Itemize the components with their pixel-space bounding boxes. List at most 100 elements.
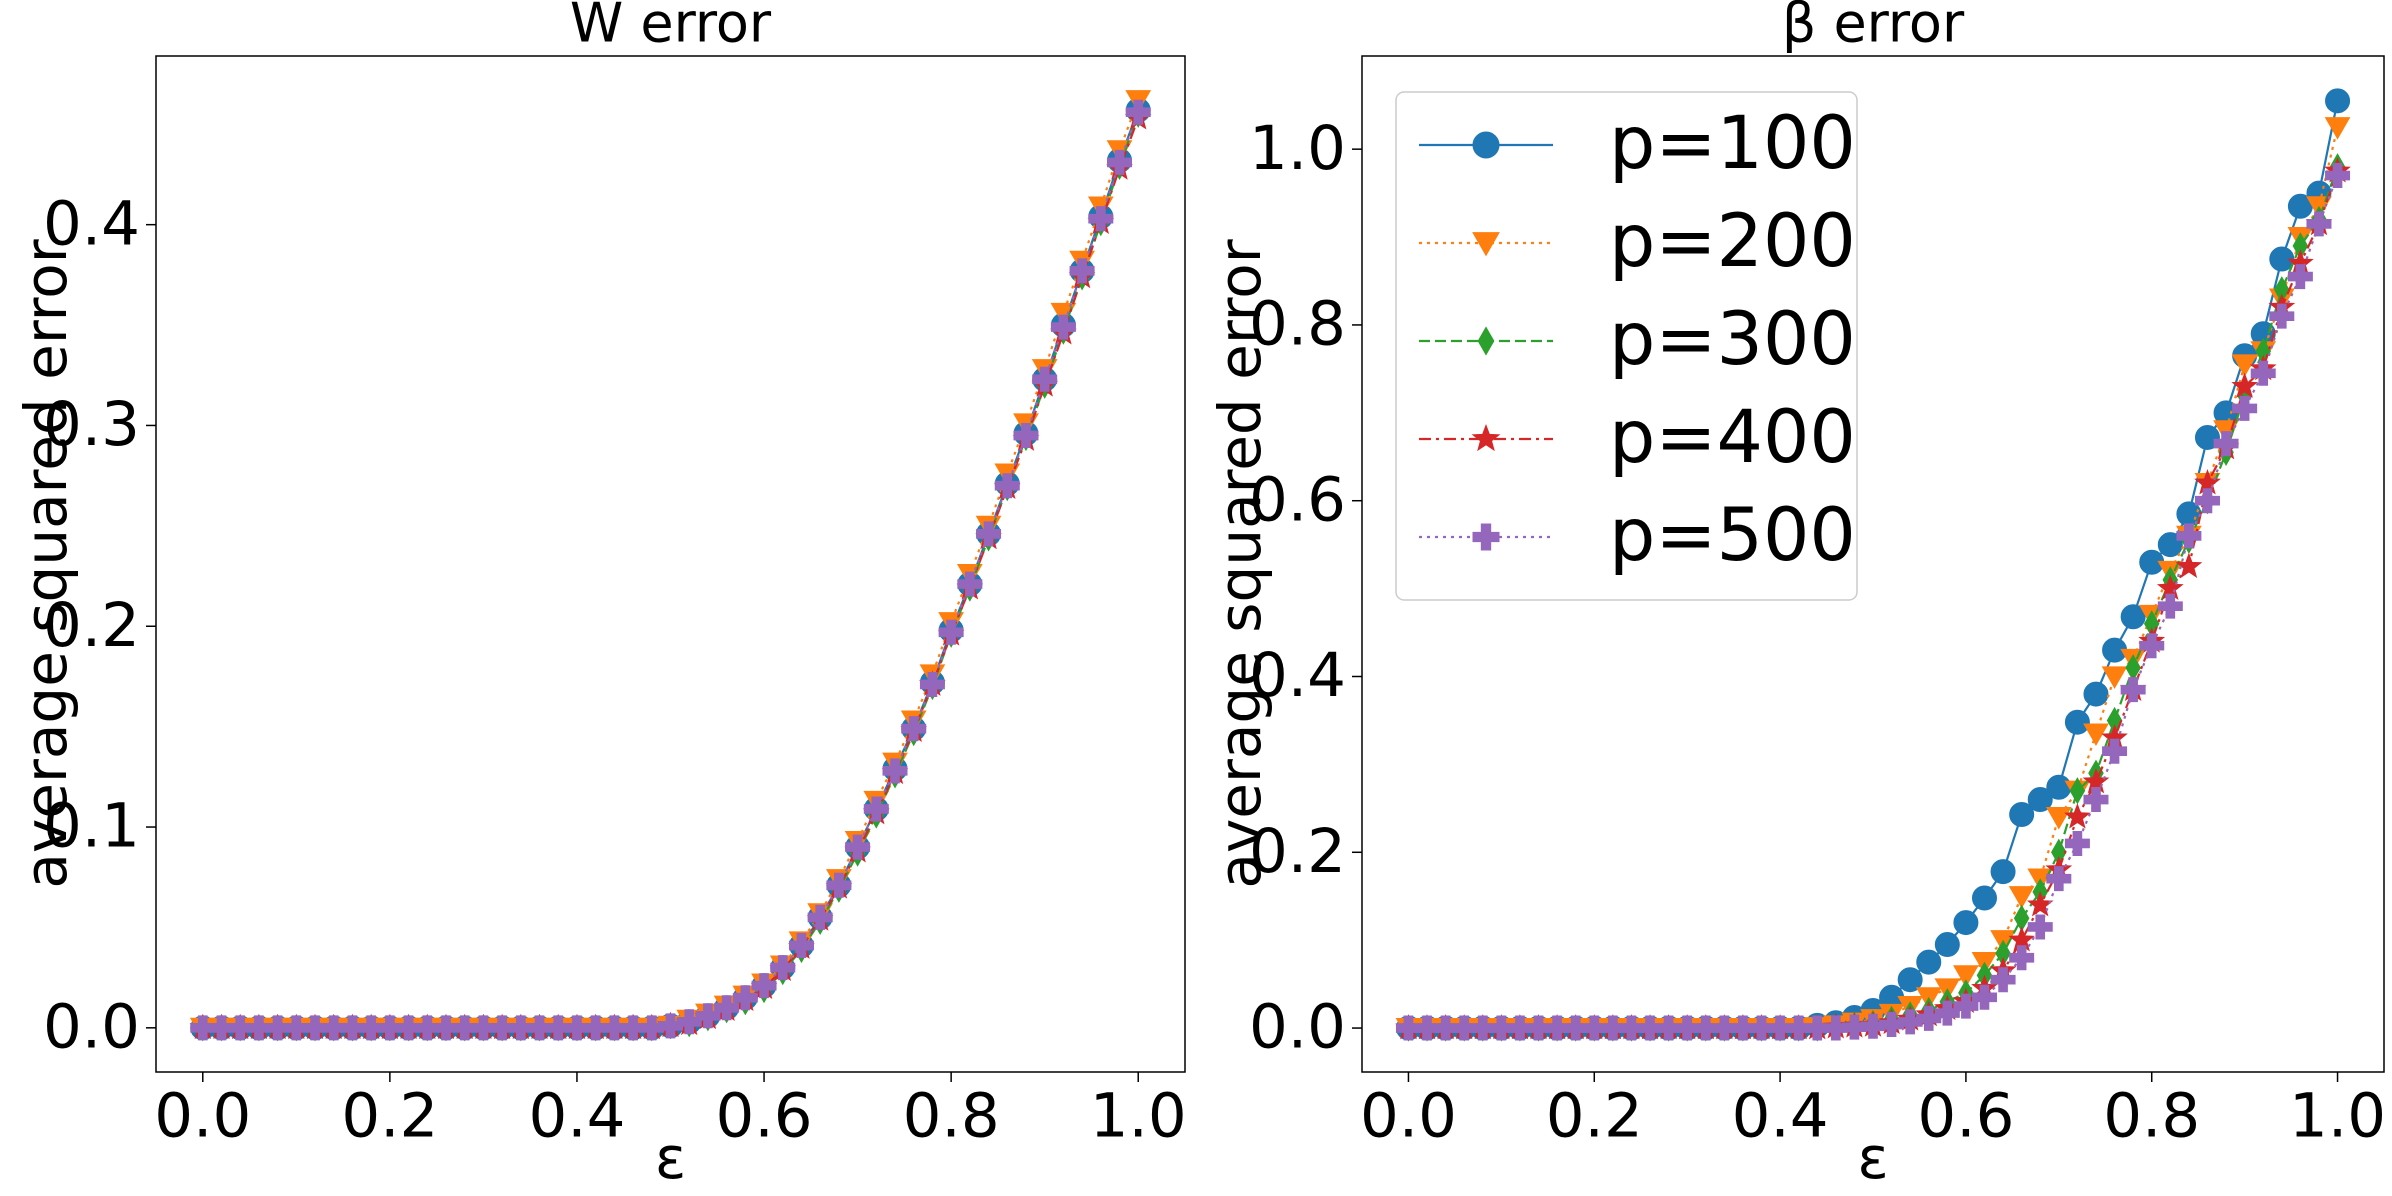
x-tick-label: 0.8 [2103, 1081, 2200, 1152]
marker [2026, 890, 2054, 917]
marker [2157, 532, 2183, 558]
marker [2194, 488, 2220, 514]
marker [1749, 1015, 1775, 1041]
marker [1618, 1015, 1644, 1041]
marker [1990, 967, 2016, 993]
marker [321, 1015, 347, 1041]
marker [601, 1015, 627, 1041]
marker [2194, 424, 2220, 450]
marker [1656, 1015, 1682, 1041]
series-line [202, 113, 1140, 1029]
marker [976, 521, 1002, 547]
legend-label: p=400 [1609, 395, 1856, 480]
marker [2064, 830, 2090, 856]
x-tick-label: 1.0 [2289, 1081, 2386, 1152]
y-tick-label: 0.8 [1249, 289, 1346, 360]
marker [2176, 523, 2202, 549]
marker [1953, 965, 1979, 988]
marker [2009, 801, 2035, 827]
marker [639, 1015, 665, 1041]
marker [1953, 910, 1979, 936]
marker [2325, 88, 2351, 114]
marker [695, 1003, 721, 1029]
marker [2306, 211, 2332, 237]
legend-label: p=300 [1609, 297, 1856, 382]
x-axis-label: ε [655, 1124, 686, 1192]
marker [845, 834, 871, 860]
marker [1971, 885, 1997, 911]
series-line [202, 117, 1140, 1029]
marker [1472, 232, 1500, 257]
marker [470, 1015, 496, 1041]
marker [938, 619, 964, 645]
marker [1823, 1015, 1849, 1041]
chart-title: W error [570, 0, 772, 55]
marker [1526, 1015, 1552, 1041]
marker [658, 1013, 683, 1039]
chart-title: β error [1782, 0, 1965, 55]
marker [1433, 1015, 1459, 1041]
marker [620, 1015, 646, 1041]
marker [2325, 163, 2351, 189]
axes-frame [1361, 55, 2385, 1073]
marker [283, 1015, 309, 1041]
x-tick-label: 0.4 [1732, 1081, 1829, 1152]
marker [1767, 1015, 1793, 1041]
x-tick-label: 0.0 [1360, 1081, 1457, 1152]
legend-label: p=500 [1609, 493, 1856, 578]
y-tick-label: 0.2 [43, 590, 140, 661]
marker [1730, 1015, 1756, 1041]
marker [1470, 1015, 1496, 1041]
marker [564, 1015, 590, 1041]
marker [2213, 431, 2239, 457]
marker [2287, 264, 2313, 290]
marker [508, 1015, 534, 1041]
y-tick-label: 0.1 [43, 791, 140, 862]
y-tick-label: 0.0 [43, 991, 140, 1062]
marker [2083, 681, 2109, 707]
marker [2120, 677, 2146, 703]
marker [1841, 1014, 1867, 1040]
y-tick-label: 0.4 [43, 188, 140, 259]
subplot: β error ε average squared error 0.0 0.2 0.4 0.… [1206, 0, 2386, 1192]
marker [2046, 866, 2072, 892]
marker [1897, 1009, 1923, 1035]
marker [1804, 1015, 1830, 1041]
marker [919, 671, 945, 697]
marker [1414, 1015, 1440, 1041]
x-tick-label: 0.2 [341, 1081, 438, 1152]
marker [1507, 1015, 1533, 1041]
subplot: W error ε average squared error 0.0 0.2 0.4 0.… [12, 0, 1187, 1192]
marker [1069, 258, 1095, 284]
marker [1125, 99, 1151, 125]
series-line [202, 99, 1140, 1029]
marker [2083, 723, 2109, 747]
marker [1916, 1005, 1942, 1031]
y-tick-label: 1.0 [1249, 113, 1346, 184]
marker [2324, 117, 2351, 140]
marker [227, 1015, 253, 1041]
marker [1451, 1015, 1477, 1041]
y-tick-label: 0.3 [43, 389, 140, 460]
marker [414, 1015, 440, 1041]
legend-box [1395, 91, 1858, 601]
marker [545, 1015, 571, 1041]
marker [1050, 314, 1076, 340]
marker [676, 1009, 702, 1035]
marker [2231, 354, 2258, 377]
marker [358, 1015, 384, 1041]
marker [1488, 1015, 1514, 1041]
axes-frame [155, 55, 1186, 1073]
marker [1600, 1015, 1626, 1041]
series-line [202, 111, 1140, 1029]
marker [1693, 1015, 1719, 1041]
marker [2120, 604, 2146, 630]
marker [1395, 1015, 1421, 1041]
marker [2269, 303, 2295, 329]
marker [2102, 738, 2128, 764]
marker [208, 1015, 234, 1041]
marker [714, 995, 740, 1021]
x-tick-label: 0.8 [903, 1081, 1000, 1152]
